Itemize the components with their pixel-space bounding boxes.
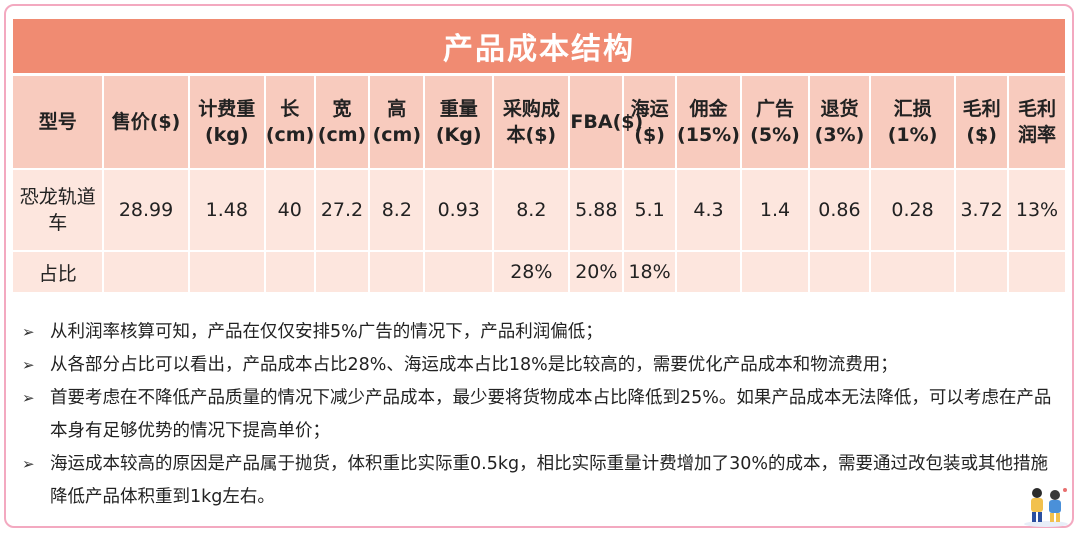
table-cell xyxy=(810,250,869,292)
arrow-bullet-icon: ➢ xyxy=(22,455,35,473)
header-cell-price: 售价($) xyxy=(104,73,188,168)
cost-structure-table: 产品成本结构 型号 售价($) 计费重(kg) 长(cm) 宽(cm) 高(cm… xyxy=(13,19,1065,292)
table-cell: 恐龙轨道车 xyxy=(13,168,103,250)
people-illustration-icon xyxy=(1024,488,1068,527)
header-cell-commission: 佣金(15%) xyxy=(676,73,740,168)
header-row: 型号 售价($) 计费重(kg) 长(cm) 宽(cm) 高(cm) 重量(Kg… xyxy=(13,73,1065,168)
table-cell xyxy=(741,250,808,292)
table-cell: 18% xyxy=(624,250,675,292)
table-row: 恐龙轨道车 28.99 1.48 40 27.2 8.2 0.93 8.2 5.… xyxy=(13,168,1065,250)
table-cell xyxy=(870,250,955,292)
header-cell-fba: FBA($) xyxy=(570,73,643,168)
note-text: 从各部分占比可以看出，产品成本占比28%、海运成本占比18%是比较高的，需要优化… xyxy=(50,355,898,375)
table-cell xyxy=(676,250,740,292)
note-text: 首要考虑在不降低产品质量的情况下减少产品成本，最少要将货物成本占比降低到25%。… xyxy=(50,388,1052,441)
header-cell-model: 型号 xyxy=(13,73,103,168)
table-cell xyxy=(956,250,1007,292)
list-item: ➢ 海运成本较高的原因是产品属于抛货，体积重比实际重0.5kg，相比实际重量计费… xyxy=(22,448,1052,514)
table-cell: 0.86 xyxy=(810,168,869,250)
table-cell: 4.3 xyxy=(676,168,740,250)
header-cell-gross-profit: 毛利($) xyxy=(956,73,1007,168)
table-cell: 占比 xyxy=(13,250,103,292)
table-cell: 8.2 xyxy=(370,168,424,250)
table-cell: 3.72 xyxy=(956,168,1007,250)
slide-frame xyxy=(4,4,1074,528)
table-cell: 28% xyxy=(494,250,569,292)
header-cell-returns: 退货(3%) xyxy=(810,73,869,168)
arrow-bullet-icon: ➢ xyxy=(22,356,35,374)
header-cell-shipping: 海运($) xyxy=(624,73,675,168)
header-cell-height: 高(cm) xyxy=(370,73,424,168)
table-cell xyxy=(315,250,369,292)
table-cell xyxy=(425,250,493,292)
table-cell: 13% xyxy=(1009,168,1065,250)
header-cell-weight: 重量(Kg) xyxy=(425,73,493,168)
table-cell xyxy=(1009,250,1065,292)
table-cell xyxy=(104,250,188,292)
table-cell: 27.2 xyxy=(315,168,369,250)
table-cell xyxy=(265,250,314,292)
header-cell-purchase-cost: 采购成本($) xyxy=(494,73,569,168)
header-cell-length: 长(cm) xyxy=(265,73,314,168)
arrow-bullet-icon: ➢ xyxy=(22,323,35,341)
table-cell xyxy=(370,250,424,292)
cost-table: 型号 售价($) 计费重(kg) 长(cm) 宽(cm) 高(cm) 重量(Kg… xyxy=(11,73,1067,292)
table-cell: 1.48 xyxy=(189,168,264,250)
table-cell: 8.2 xyxy=(494,168,569,250)
note-text: 从利润率核算可知，产品在仅仅安排5%广告的情况下，产品利润偏低； xyxy=(50,322,603,342)
table-cell: 28.99 xyxy=(104,168,188,250)
analysis-notes: ➢ 从利润率核算可知，产品在仅仅安排5%广告的情况下，产品利润偏低； ➢ 从各部… xyxy=(22,316,1052,514)
table-cell: 20% xyxy=(570,250,623,292)
arrow-bullet-icon: ➢ xyxy=(22,389,35,407)
table-cell: 0.93 xyxy=(425,168,493,250)
list-item: ➢ 首要考虑在不降低产品质量的情况下减少产品成本，最少要将货物成本占比降低到25… xyxy=(22,382,1052,448)
table-cell: 40 xyxy=(265,168,314,250)
share-row: 占比 28% 20% 18% xyxy=(13,250,1065,292)
table-cell: 5.88 xyxy=(570,168,623,250)
table-cell xyxy=(189,250,264,292)
header-cell-gross-margin: 毛利润率 xyxy=(1009,73,1065,168)
table-cell: 5.1 xyxy=(624,168,675,250)
table-title: 产品成本结构 xyxy=(13,19,1065,73)
header-cell-fx-loss: 汇损(1%) xyxy=(870,73,955,168)
header-cell-ads: 广告(5%) xyxy=(741,73,808,168)
header-cell-billable-weight: 计费重(kg) xyxy=(189,73,264,168)
header-cell-width: 宽(cm) xyxy=(315,73,369,168)
table-cell: 0.28 xyxy=(870,168,955,250)
table-cell: 1.4 xyxy=(741,168,808,250)
note-text: 海运成本较高的原因是产品属于抛货，体积重比实际重0.5kg，相比实际重量计费增加… xyxy=(50,454,1048,507)
list-item: ➢ 从利润率核算可知，产品在仅仅安排5%广告的情况下，产品利润偏低； xyxy=(22,316,1052,349)
list-item: ➢ 从各部分占比可以看出，产品成本占比28%、海运成本占比18%是比较高的，需要… xyxy=(22,349,1052,382)
